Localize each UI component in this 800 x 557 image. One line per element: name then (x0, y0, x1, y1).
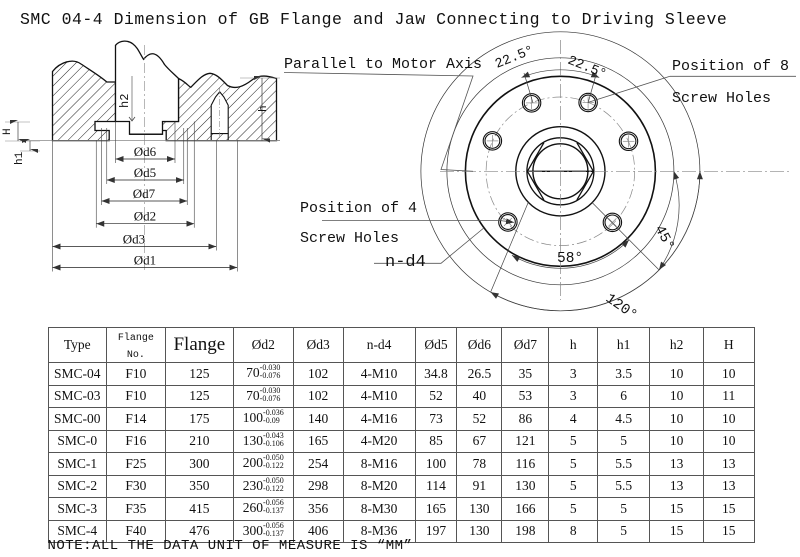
svg-text:Ød2: Ød2 (134, 209, 156, 224)
svg-text:Screw Holes: Screw Holes (672, 90, 771, 107)
svg-text:h2: h2 (118, 94, 132, 108)
svg-text:n-d4: n-d4 (385, 253, 426, 272)
svg-text:Ød3: Ød3 (123, 232, 145, 247)
svg-text:Parallel to Motor Axis: Parallel to Motor Axis (284, 56, 482, 73)
svg-text:Ød1: Ød1 (134, 253, 156, 268)
svg-text:Ød7: Ød7 (133, 186, 156, 201)
svg-text:Ød6: Ød6 (134, 144, 157, 159)
svg-text:Ød5: Ød5 (134, 165, 156, 180)
svg-text:Position of 8: Position of 8 (672, 58, 789, 75)
svg-text:22.5°: 22.5° (565, 54, 608, 83)
svg-text:22.5°: 22.5° (493, 44, 536, 73)
svg-text:h: h (258, 105, 270, 112)
svg-text:Position of 4: Position of 4 (300, 200, 417, 217)
svg-text:h1: h1 (14, 151, 26, 165)
svg-text:120°: 120° (602, 291, 640, 324)
svg-text:H: H (2, 128, 14, 135)
svg-text:45°: 45° (651, 223, 677, 254)
svg-text:58°: 58° (557, 251, 583, 267)
svg-text:Screw Holes: Screw Holes (300, 230, 399, 247)
